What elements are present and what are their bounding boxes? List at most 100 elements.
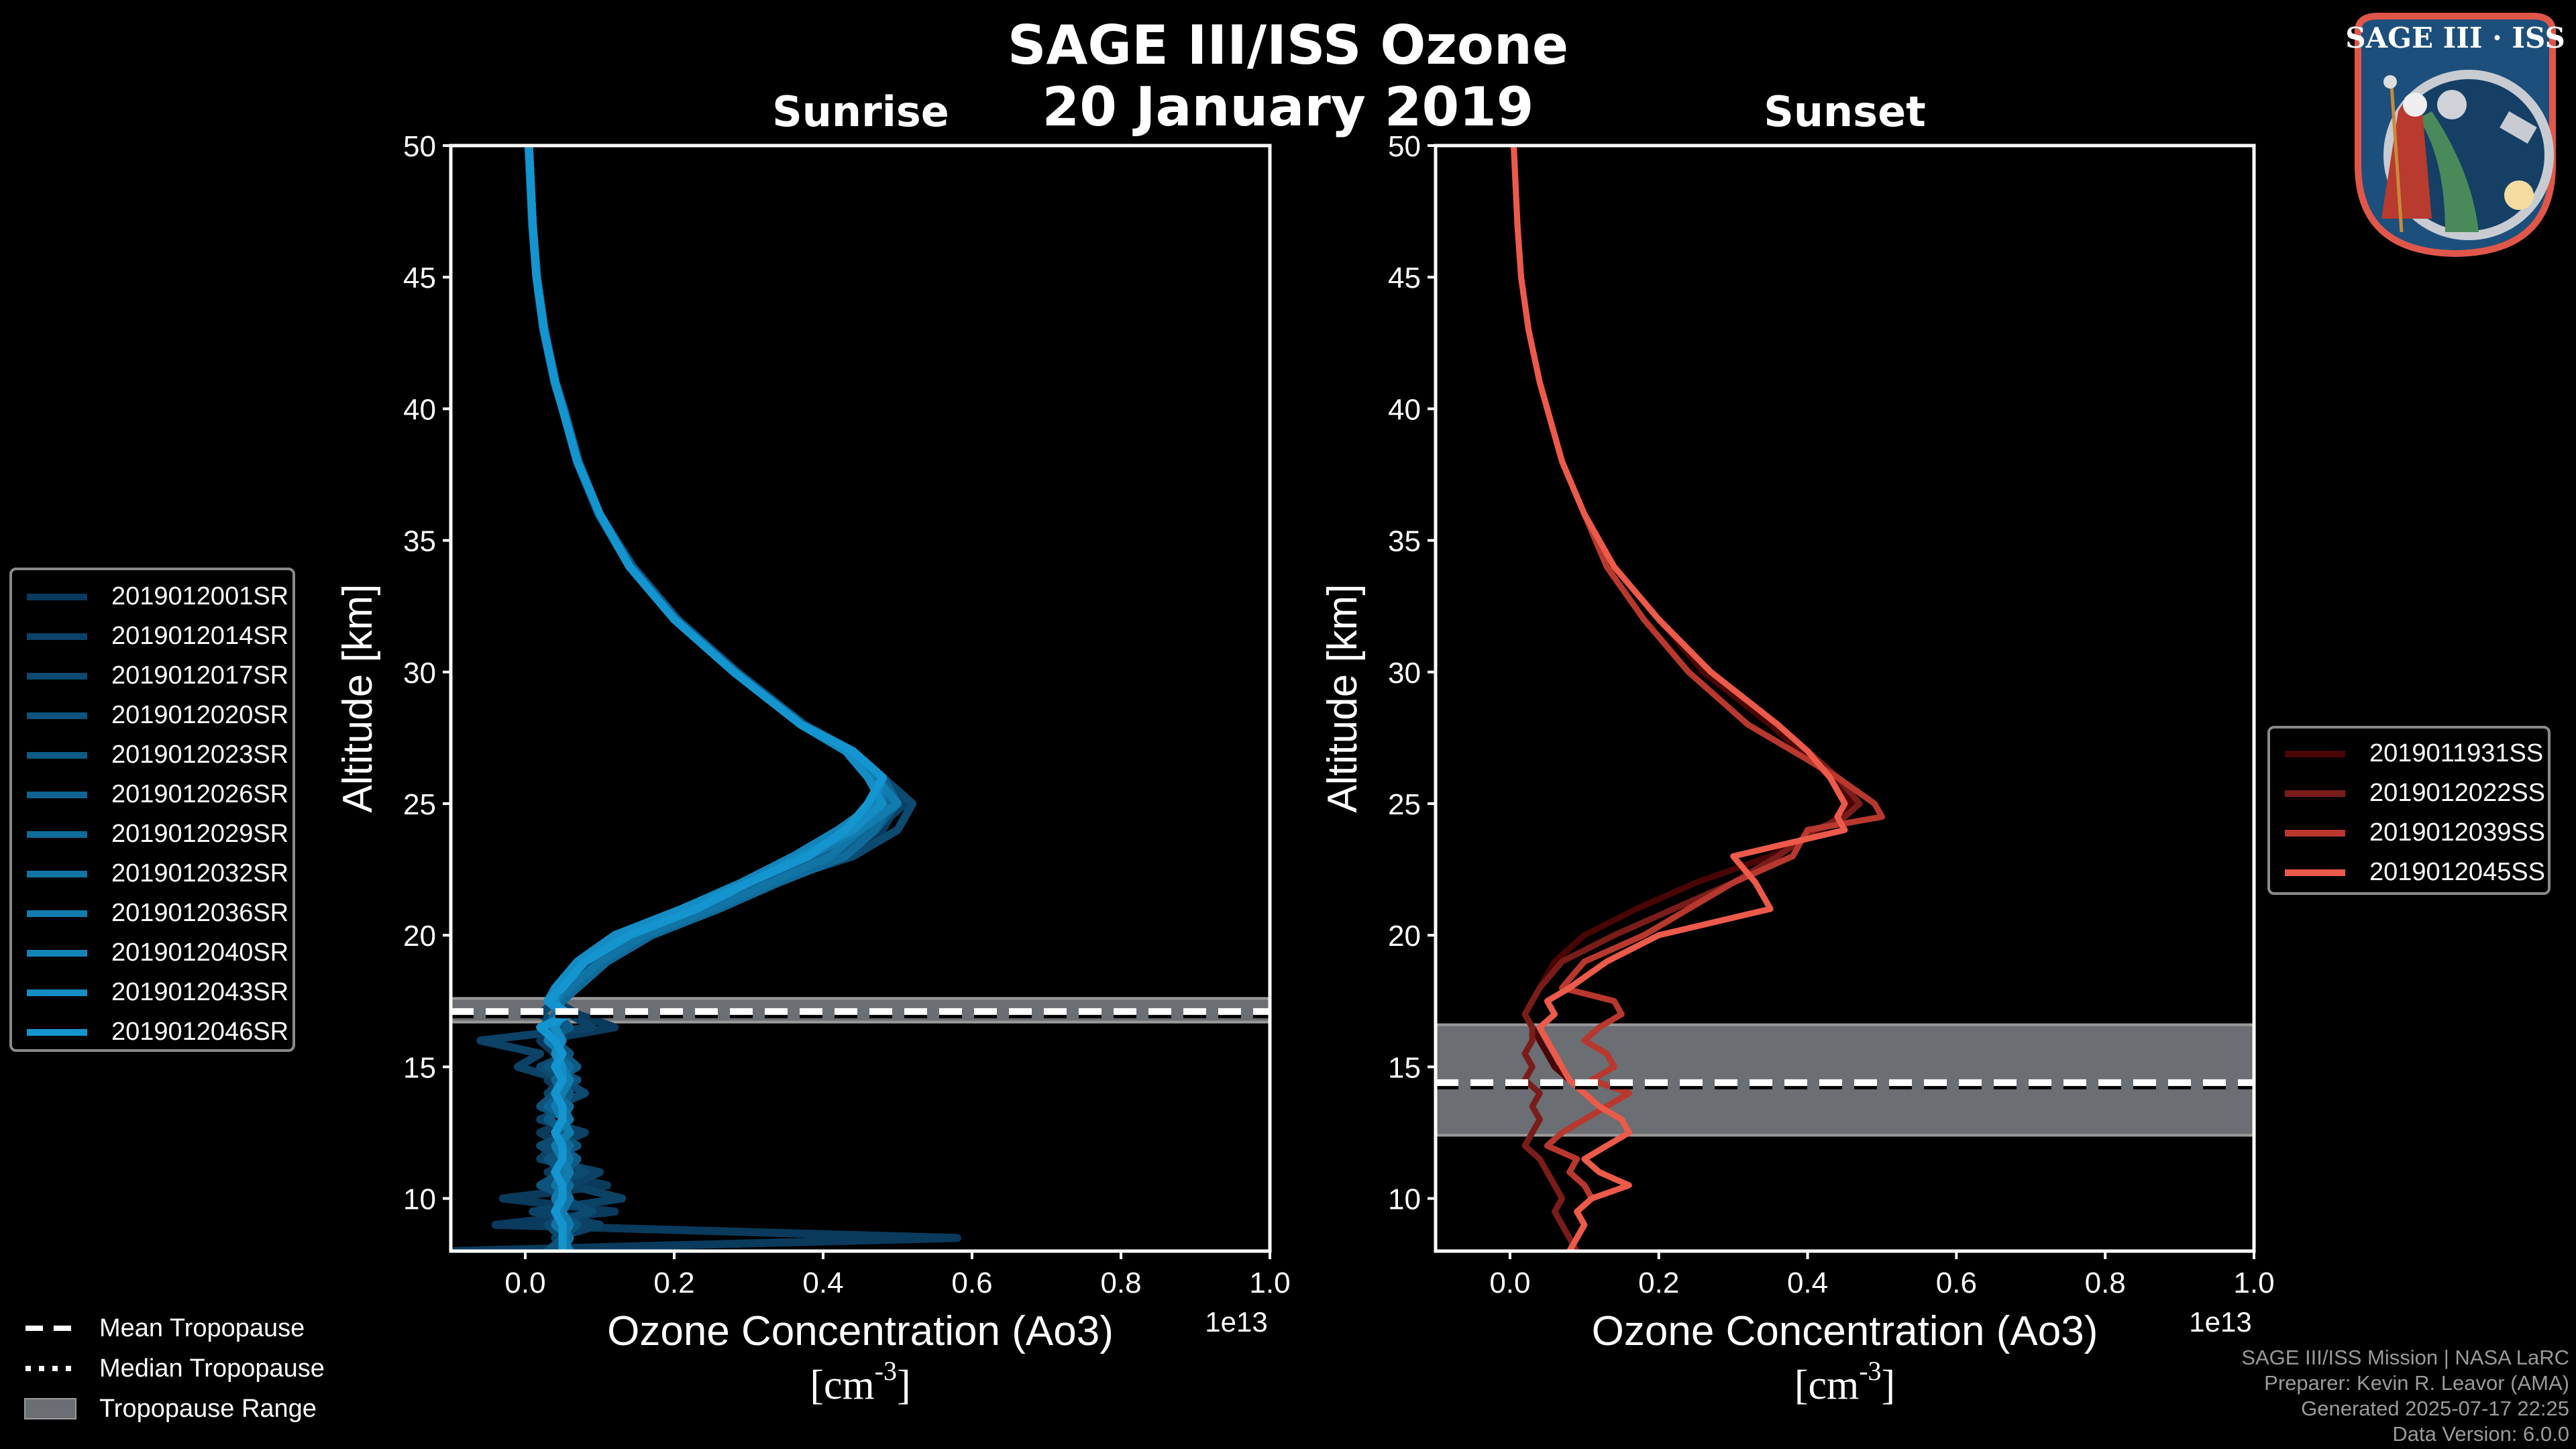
legend-item-2019012036SR: 2019012036SR [12,894,292,933]
legend-mean-label: Mean Tropopause [99,1313,305,1342]
legend-item-2019012020SR: 2019012020SR [12,696,292,735]
legend-item-2019012022SS: 2019012022SS [2270,773,2548,813]
legend-label: 2019012001SR [111,582,289,610]
sunrise-plot: 10 15 20 25 30 35 40 45 50 0.0 0.2 0.4 0.6 0.8 1.0 1e13… [335,130,1291,1408]
dashed-line-icon [25,1326,76,1331]
legend-tropopause-range: Tropopause Range [20,1389,325,1429]
profile-line-2019012043SR [525,146,887,1251]
x-tick-label: 1.0 [2233,1267,2274,1299]
y-tick-label: 10 [1388,1183,1421,1216]
dotted-line-icon [25,1366,76,1371]
profile-line-2019012036SR [525,146,902,1251]
x-tick-label: 1.0 [1249,1267,1290,1299]
x-tick-label: 0.4 [1787,1267,1828,1299]
legend-item-2019012046SR: 2019012046SR [12,1012,292,1052]
axes-frame [449,144,1272,1253]
y-tick-label: 25 [1388,788,1421,821]
profile-line-2019011931SS [1511,146,1856,1083]
y-tick-label: 40 [403,393,436,426]
profile-line-2019012040SR [525,146,887,1251]
y-tick-label: 35 [1388,525,1421,558]
wizard-figure [2381,99,2432,219]
legend-item-2019012017SR: 2019012017SR [12,656,292,696]
y-tick-label: 50 [1388,130,1421,163]
sage-iii-iss-mission-logo: SAGE III · ISS [2345,13,2565,258]
legend-label: 2019012043SR [111,978,289,1006]
legend-label: 2019012032SR [111,859,289,888]
sunset-plot: 10 15 20 25 30 35 40 45 50 0.0 0.2 0.4 0.6 0.8 1.0 1e13… [1320,130,2275,1408]
y-tick-label: 45 [403,262,436,294]
sunrise-legend: 2019012001SR 2019012014SR 2019012017SR 2019… [9,568,295,1052]
legend-item-2019011931SS: 2019011931SS [2270,734,2548,773]
x-tick-label: 0.2 [653,1267,694,1299]
legend-item-2019012026SR: 2019012026SR [12,775,292,814]
legend-line-swatch [2285,790,2345,797]
y-tick-label: 30 [1388,657,1421,690]
legend-item-2019012039SS: 2019012039SS [2270,813,2548,853]
legend-median-tropopause: Median Tropopause [20,1348,325,1389]
legend-item-2019012045SS: 2019012045SS [2270,853,2548,892]
axes-frame [1434,144,2256,1253]
legend-item-2019012043SR: 2019012043SR [12,973,292,1012]
y-tick-label: 45 [1388,262,1421,294]
y-tick-label: 35 [403,525,436,558]
legend-label: 2019012014SR [111,622,289,650]
sunrise-subtitle: Sunrise [772,87,949,136]
x-tick-label: 0.0 [1489,1267,1530,1299]
legend-label: 2019012020SR [111,701,289,729]
x-axis-label: Ozone Concentration (Ao3) [1592,1308,2098,1354]
legend-line-swatch [27,593,87,600]
legend-label: 2019012036SR [111,899,289,927]
x-axis-unit: [cm-3] [1794,1356,1895,1408]
sunset-legend: 2019011931SS 2019012022SS 2019012039SS 2019… [2267,726,2551,895]
x-tick-label: 0.0 [504,1267,545,1299]
iss-icon [2500,111,2537,144]
y-axis-label: Altitude [km] [1320,584,1366,812]
x-tick-label: 0.6 [951,1267,992,1299]
chart-title-line1: SAGE III/ISS Ozone [1007,14,1569,76]
legend-item-2019012032SR: 2019012032SR [12,854,292,894]
moon-icon [2437,90,2467,119]
legend-mean-tropopause: Mean Tropopause [20,1308,325,1348]
legend-item-2019012023SR: 2019012023SR [12,735,292,775]
x-tick-label: 0.6 [1936,1267,1977,1299]
y-axis-label: Altitude [km] [335,584,381,812]
x-offset-label: 1e13 [1205,1306,1267,1338]
y-tick-label: 10 [403,1183,436,1216]
logo-title: SAGE III · ISS [2345,21,2565,54]
legend-item-2019012001SR: 2019012001SR [12,577,292,616]
profile-line-2019012045SS [1511,146,1848,1251]
x-tick-label: 0.8 [1100,1267,1141,1299]
legend-line-swatch [2285,869,2345,876]
chart-title: SAGE III/ISS Ozone 20 January 2019 [0,15,2576,138]
x-axis-unit: [cm-3] [810,1356,910,1408]
legend-label: 2019012045SS [2369,858,2546,886]
legend-label: 2019012046SR [111,1018,289,1046]
legend-label: 2019012022SS [2369,779,2546,807]
tropopause-legend: Mean Tropopause Median Tropopause Tropop… [20,1308,325,1429]
legend-line-swatch [27,751,87,759]
legend-label: 2019012040SR [111,938,289,967]
legend-median-label: Median Tropopause [99,1354,325,1383]
legend-line-swatch [27,870,87,877]
legend-line-swatch [27,712,87,719]
sunset-subtitle: Sunset [1764,87,1926,136]
profile-line-2019012032SR [525,146,887,1251]
legend-label: 2019012023SR [111,741,289,769]
footer-preparer: Preparer: Kevin R. Leavor (AMA) [2264,1371,2569,1395]
credits-footer: SAGE III/ISS Mission | NASA LaRC Prepare… [2241,1345,2569,1447]
profile-line-2019012020SR [525,146,894,1251]
legend-line-swatch [27,830,87,838]
range-band-icon [24,1398,76,1419]
profile-line-2019012046SR [525,146,887,1251]
legend-item-2019012040SR: 2019012040SR [12,933,292,973]
x-tick-label: 0.8 [2085,1267,2126,1299]
y-tick-label: 20 [1388,920,1421,953]
profile-lines [451,146,961,1251]
legend-label: 2019012026SR [111,780,289,808]
profile-line-2019012017SR [524,146,917,1251]
y-tick-label: 40 [1388,393,1421,426]
y-tick-label: 25 [403,788,436,821]
legend-label: 2019012039SS [2369,818,2546,847]
legend-line-swatch [27,1028,87,1036]
